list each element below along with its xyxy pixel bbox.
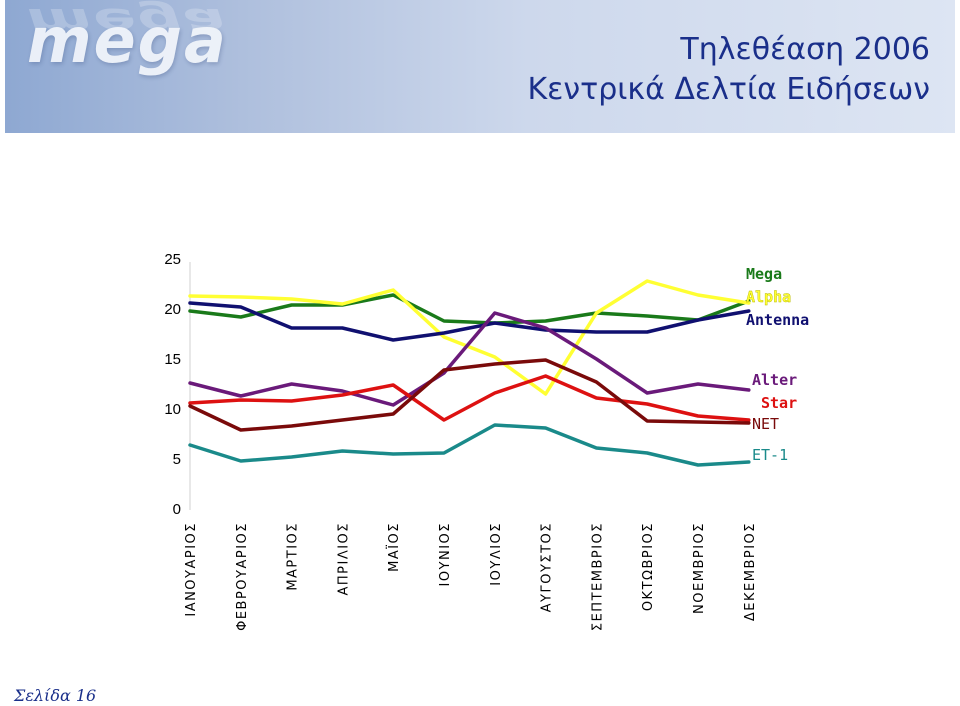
legend-entry-mega: Mega (746, 265, 782, 283)
y-axis-ticks: 0 5 10 15 20 25 (164, 251, 181, 518)
x-tick-label: ΑΠΡΙΛΙΟΣ (336, 522, 351, 596)
series-line-star (188, 374, 751, 422)
series-line-et-1 (188, 423, 751, 467)
x-tick-label: ΝΟΕΜΒΡΙΟΣ (692, 522, 707, 614)
x-tick-label: ΜΑΪΟΣ (386, 522, 402, 572)
x-tick-label: ΑΥΓΟΥΣΤΟΣ (540, 522, 555, 612)
series-line-alter (188, 311, 751, 407)
x-tick-label: ΙΑΝΟΥΑΡΙΟΣ (184, 522, 199, 617)
legend-entry-antenna: Antenna (746, 311, 809, 329)
x-tick-label: ΣΕΠΤΕΜΒΡΙΟΣ (590, 522, 605, 631)
series-line-net (188, 358, 751, 432)
series-line-alpha (188, 279, 751, 396)
series-line-mega (188, 293, 751, 325)
x-axis-ticks: ΙΑΝΟΥΑΡΙΟΣ ΦΕΒΡΟΥΑΡΙΟΣ ΜΑΡΤΙΟΣ ΑΠΡΙΛΙΟΣ ΜΑΪΟ… (184, 522, 758, 631)
header-banner: mega mega Τηλεθέαση 2006 Κεντρικά Δελτία… (5, 0, 955, 133)
series-lines (188, 279, 751, 467)
legend-entry-alter: Alter (752, 371, 797, 389)
legend-entry-star: Star (761, 394, 797, 412)
y-tick-label: 15 (164, 351, 181, 368)
legend: Mega Alpha Antenna Alter Star NET ET-1 (746, 265, 809, 464)
x-tick-label: ΙΟΥΝΙΟΣ (438, 522, 453, 587)
series-line-antenna (188, 301, 751, 342)
legend-entry-alpha: Alpha (746, 288, 791, 306)
legend-entry-net: NET (752, 415, 779, 433)
y-tick-label: 25 (164, 251, 181, 268)
legend-entry-et-1: ET-1 (752, 446, 788, 464)
x-tick-label: ΙΟΥΛΙΟΣ (489, 522, 504, 586)
x-tick-label: ΔΕΚΕΜΒΡΙΟΣ (743, 522, 758, 621)
y-tick-label: 0 (173, 501, 181, 518)
page-title-line1: Τηλεθέαση 2006 (680, 32, 930, 67)
x-tick-label: ΜΑΡΤΙΟΣ (286, 522, 301, 591)
x-tick-label: ΦΕΒΡΟΥΑΡΙΟΣ (235, 522, 250, 631)
mega-logo: mega (27, 4, 228, 77)
page-title-line2: Κεντρικά Δελτία Ειδήσεων (527, 72, 931, 107)
page-number-footer: Σελίδα 16 (14, 686, 97, 705)
y-tick-label: 5 (173, 451, 181, 468)
y-tick-label: 10 (164, 401, 181, 418)
y-tick-label: 20 (164, 301, 181, 318)
x-tick-label: ΟΚΤΩΒΡΙΟΣ (641, 522, 656, 611)
